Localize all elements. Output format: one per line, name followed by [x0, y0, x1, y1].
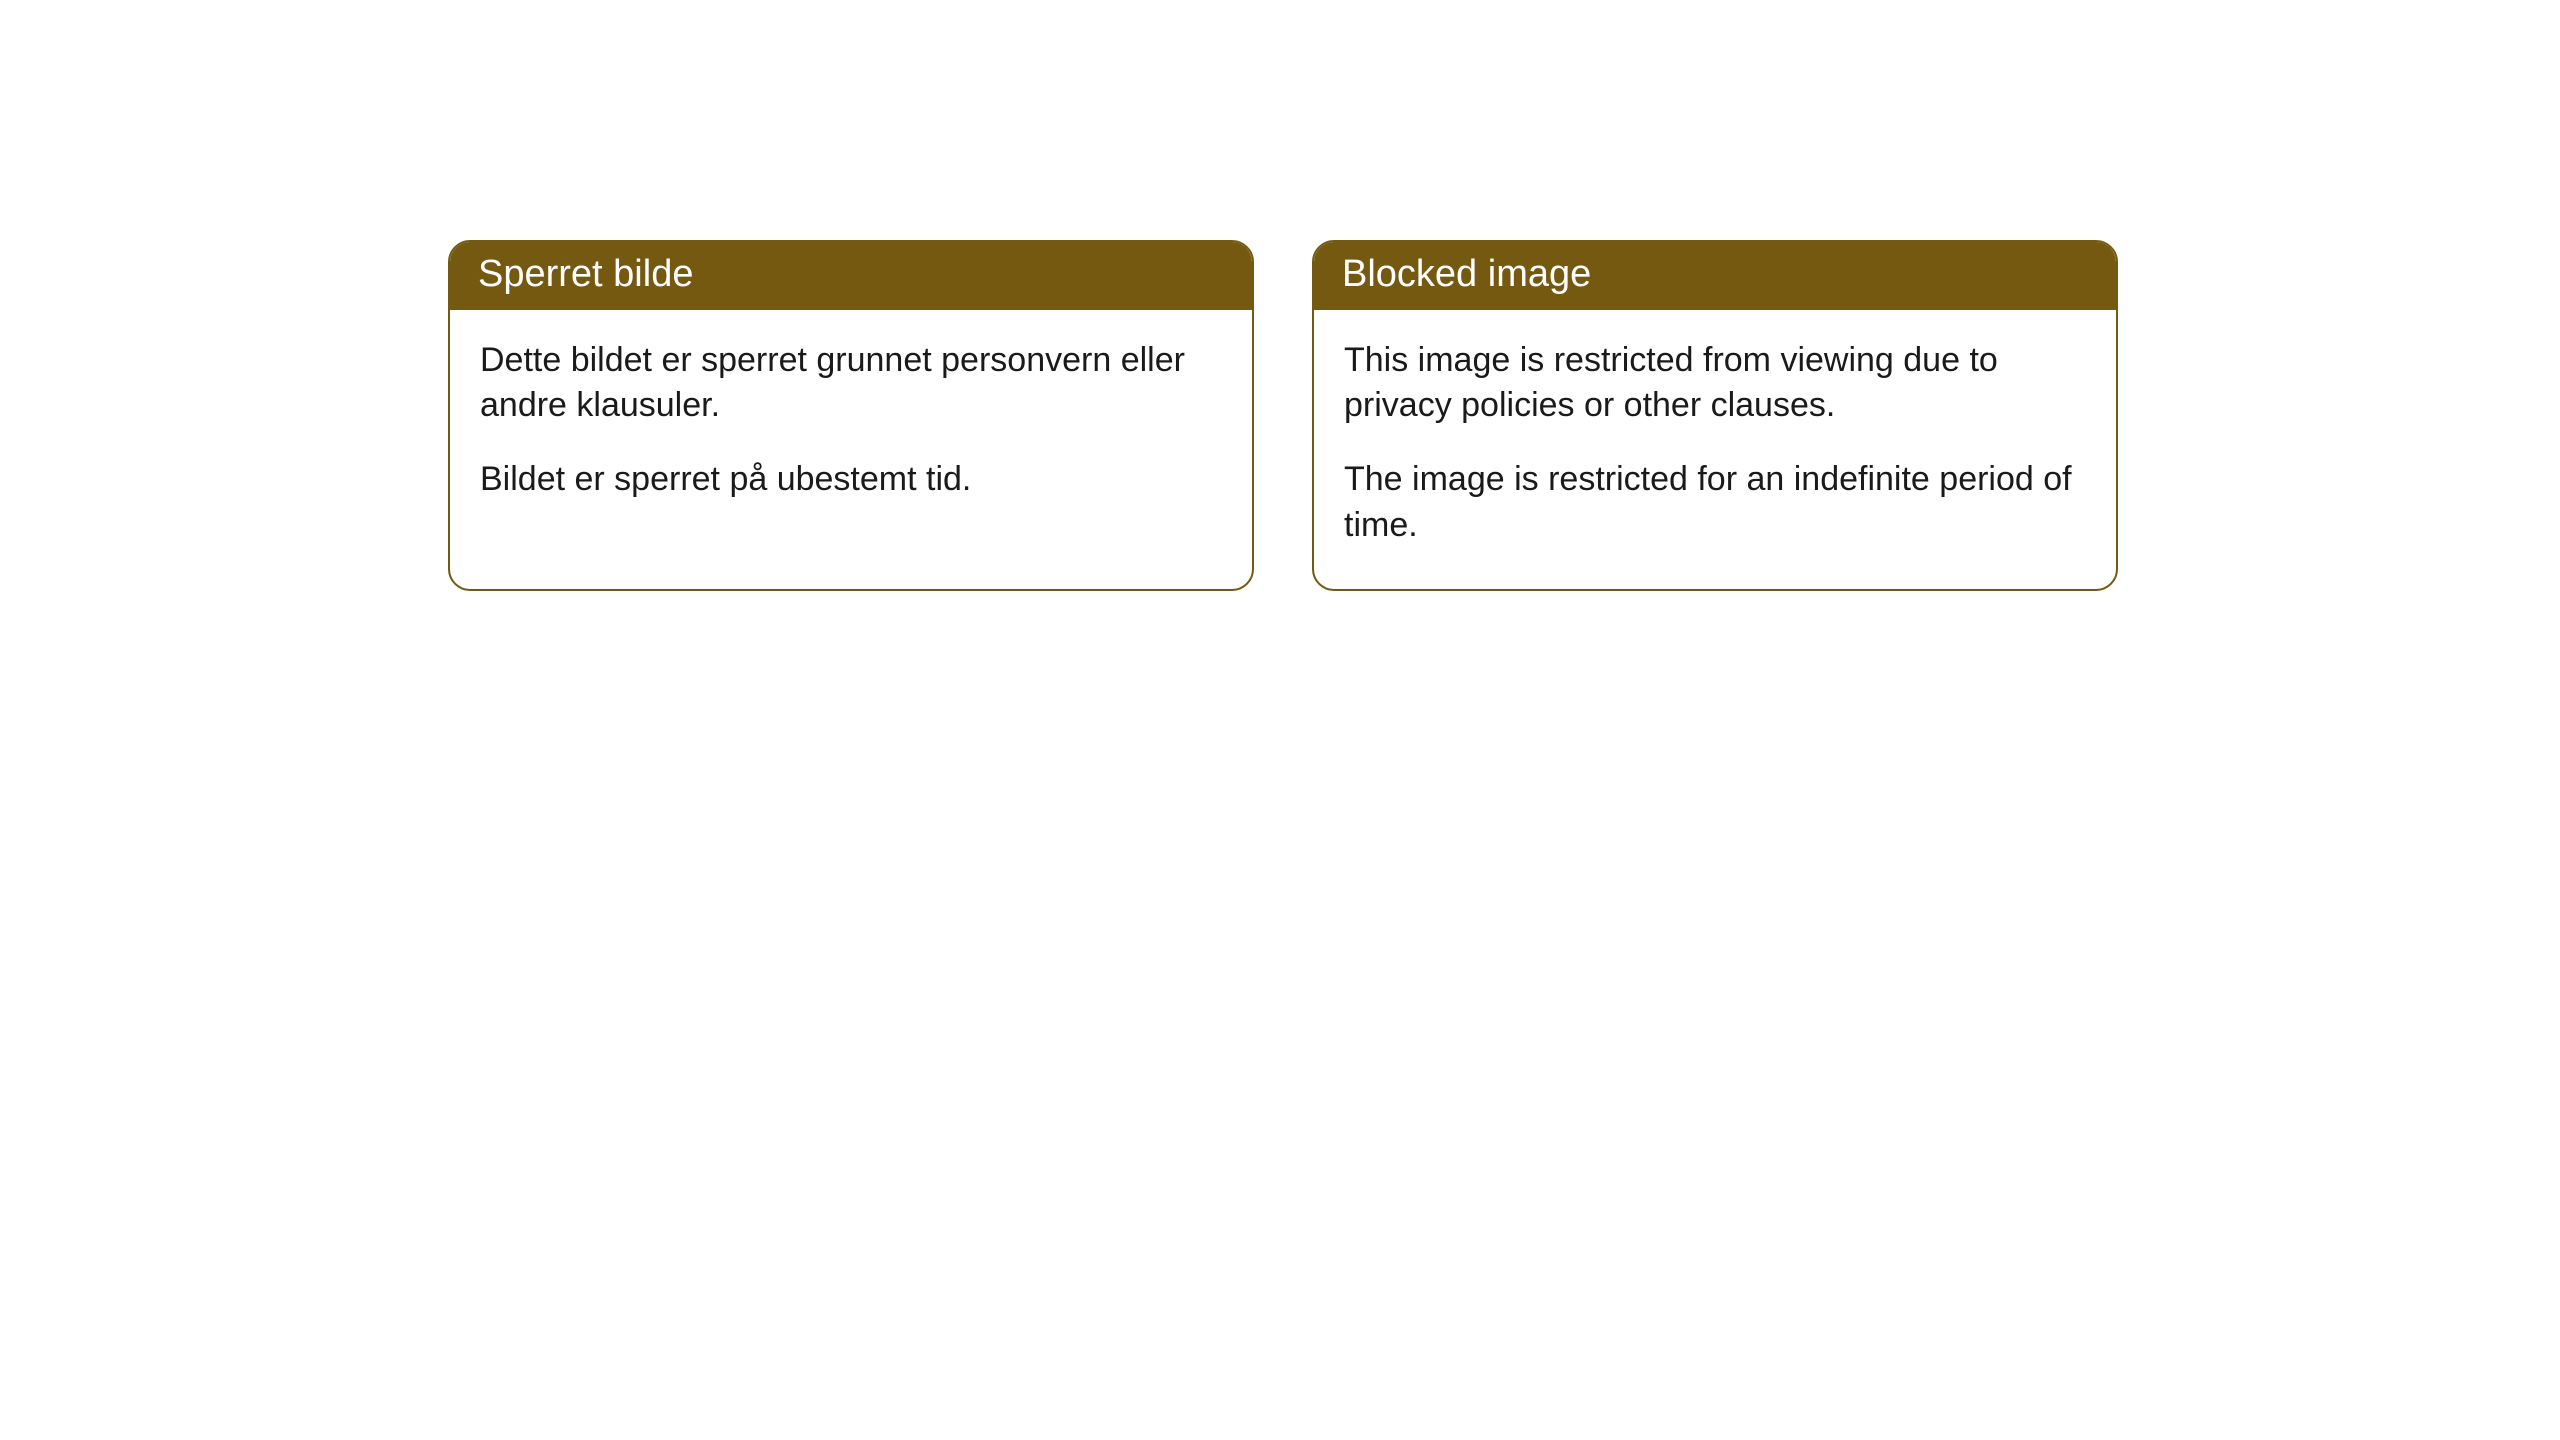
cards-container: Sperret bilde Dette bildet er sperret gr…: [448, 240, 2118, 591]
card-paragraph: This image is restricted from viewing du…: [1344, 338, 2086, 430]
card-paragraph: The image is restricted for an indefinit…: [1344, 457, 2086, 549]
blocked-image-card-norwegian: Sperret bilde Dette bildet er sperret gr…: [448, 240, 1254, 591]
card-title: Sperret bilde: [478, 253, 693, 295]
card-body: This image is restricted from viewing du…: [1314, 310, 2116, 590]
card-header: Sperret bilde: [450, 242, 1252, 310]
card-paragraph: Bildet er sperret på ubestemt tid.: [480, 457, 1222, 503]
card-paragraph: Dette bildet er sperret grunnet personve…: [480, 338, 1222, 430]
card-body: Dette bildet er sperret grunnet personve…: [450, 310, 1252, 544]
card-title: Blocked image: [1342, 253, 1591, 295]
blocked-image-card-english: Blocked image This image is restricted f…: [1312, 240, 2118, 591]
card-header: Blocked image: [1314, 242, 2116, 310]
